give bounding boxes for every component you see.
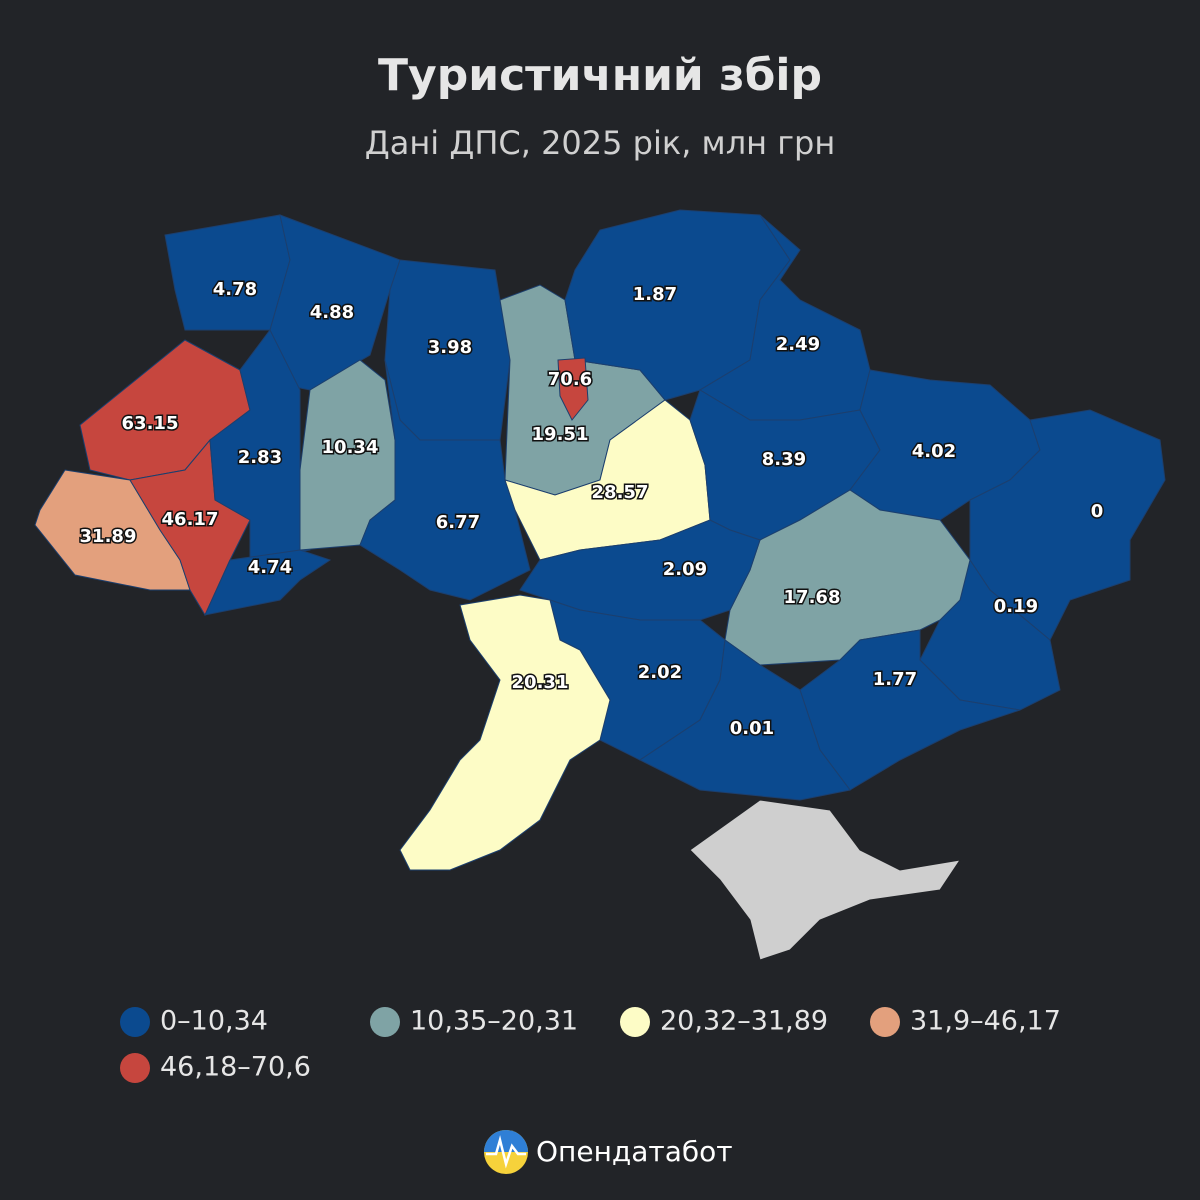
brand: Опендатабот (484, 1130, 733, 1174)
region-value: 70.6 (548, 369, 592, 390)
region-value: 19.51 (532, 424, 589, 445)
legend-label: 20,32–31,89 (660, 1006, 828, 1037)
region-value: 28.57 (592, 482, 649, 503)
region-value: 17.68 (784, 587, 841, 608)
subtitle: Дані ДПС, 2025 рік, млн грн (365, 124, 836, 162)
region-value: 1.77 (873, 669, 917, 690)
region (557, 357, 589, 421)
legend-label: 46,18–70,6 (160, 1052, 311, 1083)
region-value: 0.01 (730, 718, 774, 739)
region-value: 10.34 (322, 437, 379, 458)
legend-swatch (870, 1007, 900, 1037)
legend-swatch (120, 1053, 150, 1083)
region (204, 549, 332, 616)
region-value: 31.89 (80, 526, 137, 547)
legend-label: 31,9–46,17 (910, 1006, 1061, 1037)
region (724, 489, 971, 666)
legend-swatch (370, 1007, 400, 1037)
region-value: 4.88 (310, 302, 354, 323)
region-value: 3.98 (428, 337, 472, 358)
brand-logo-pulse (486, 1135, 526, 1169)
region-value: 4.02 (912, 441, 956, 462)
region (399, 594, 611, 871)
title: Туристичний збір (378, 50, 822, 101)
region-value: 1.87 (633, 284, 677, 305)
region-value: 4.78 (213, 279, 257, 300)
legend-label: 10,35–20,31 (410, 1006, 578, 1037)
region-value: 6.77 (436, 512, 480, 533)
regions (34, 209, 1166, 871)
legend-swatch (120, 1007, 150, 1037)
region-value: 2.83 (238, 447, 282, 468)
region (359, 359, 531, 601)
region-value: 20.31 (512, 672, 569, 693)
region-value: 2.09 (663, 559, 707, 580)
brand-logo-top (484, 1130, 528, 1152)
region-value: 0.19 (994, 596, 1038, 617)
region-value: 8.39 (762, 449, 806, 470)
legend-swatch (620, 1007, 650, 1037)
region (639, 639, 851, 801)
crimea (689, 799, 962, 961)
region-value: 2.49 (776, 334, 820, 355)
region-value: 0 (1091, 501, 1104, 522)
region-value: 4.74 (248, 557, 292, 578)
region (164, 214, 291, 331)
brand-name: Опендатабот (536, 1135, 733, 1168)
legend-label: 0–10,34 (160, 1006, 268, 1037)
region-value: 2.02 (638, 662, 682, 683)
legend: 0–10,34 10,35–20,31 20,32–31,89 31,9–46,17 4… (120, 1006, 1061, 1083)
region (969, 409, 1166, 641)
region-value: 46.17 (162, 509, 219, 530)
region-value: 63.15 (122, 413, 179, 434)
region-labels: 4.78 4.88 3.98 19.51 1.87 2.49 63.15 31.89 46.17… (78, 278, 1105, 741)
